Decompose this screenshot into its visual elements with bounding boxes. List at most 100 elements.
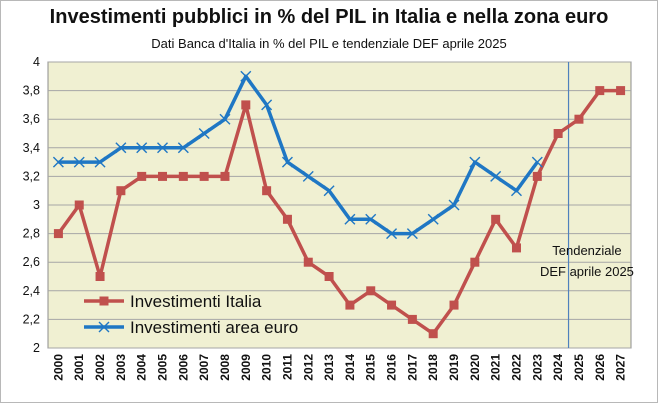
data-point bbox=[73, 156, 85, 168]
legend: Investimenti Italia Investimenti area eu… bbox=[84, 292, 298, 337]
data-point bbox=[158, 171, 168, 181]
x-tick-label: 2012 bbox=[301, 354, 315, 381]
x-tick-label: 2013 bbox=[322, 354, 336, 381]
x-tick-label: 2008 bbox=[218, 354, 232, 381]
x-tick-label: 2026 bbox=[593, 354, 607, 381]
legend-marker-area-euro bbox=[84, 321, 124, 333]
data-point bbox=[241, 100, 251, 110]
y-tick-label: 3,2 bbox=[23, 169, 40, 183]
annotation-line-1: Tendenziale bbox=[552, 243, 621, 258]
y-tick-label: 2,6 bbox=[23, 255, 40, 269]
data-point bbox=[616, 86, 626, 96]
y-tick-label: 2 bbox=[33, 341, 40, 355]
data-point bbox=[449, 300, 459, 310]
y-tick-label: 2,4 bbox=[23, 284, 40, 298]
x-tick-label: 2022 bbox=[509, 354, 523, 381]
data-point bbox=[387, 300, 397, 310]
legend-label-area-euro: Investimenti area euro bbox=[130, 318, 298, 337]
legend-label-italia: Investimenti Italia bbox=[130, 292, 262, 311]
data-point bbox=[344, 213, 356, 225]
x-tick-label: 2025 bbox=[572, 354, 586, 381]
data-point bbox=[531, 156, 543, 168]
x-tick-label: 2000 bbox=[51, 354, 65, 381]
data-point bbox=[469, 156, 481, 168]
data-point bbox=[219, 113, 231, 125]
data-point bbox=[157, 142, 169, 154]
data-point bbox=[94, 156, 106, 168]
data-point bbox=[198, 128, 210, 139]
legend-marker bbox=[99, 296, 109, 306]
data-point bbox=[574, 114, 584, 124]
x-tick-label: 2021 bbox=[489, 354, 503, 381]
data-point bbox=[240, 70, 252, 82]
chart-subtitle: Dati Banca d'Italia in % del PIL e tende… bbox=[151, 36, 507, 51]
series-italia bbox=[53, 86, 626, 339]
x-tick-label: 2015 bbox=[364, 354, 378, 381]
data-point bbox=[510, 185, 522, 197]
x-tick-label: 2024 bbox=[551, 354, 565, 381]
x-tick-label: 2006 bbox=[176, 354, 190, 381]
y-tick-label: 2,2 bbox=[23, 312, 40, 326]
data-point bbox=[95, 272, 105, 281]
annotation-line-2: DEF aprile 2025 bbox=[540, 264, 634, 279]
x-tick-label: 2018 bbox=[426, 354, 440, 381]
chart-title: Investimenti pubblici in % del PIL in It… bbox=[49, 6, 609, 28]
x-tick-label: 2016 bbox=[385, 354, 399, 381]
y-tick-label: 3,6 bbox=[23, 112, 40, 126]
data-point bbox=[302, 170, 314, 182]
series-group bbox=[52, 70, 626, 339]
y-axis: 2 2,2 2,4 2,6 2,8 3 3,2 3,4 3,6 3,8 4 bbox=[23, 55, 40, 355]
x-tick-label: 2002 bbox=[93, 354, 107, 381]
data-point bbox=[199, 171, 209, 181]
x-tick-label: 2011 bbox=[280, 354, 294, 380]
x-tick-label: 2023 bbox=[530, 354, 544, 381]
x-tick-label: 2014 bbox=[343, 354, 357, 381]
data-point bbox=[53, 229, 63, 239]
data-point bbox=[74, 200, 84, 210]
data-point bbox=[532, 171, 542, 181]
x-tick-label: 2004 bbox=[135, 354, 149, 381]
data-point bbox=[281, 156, 293, 168]
data-point bbox=[428, 329, 438, 339]
y-tick-label: 4 bbox=[33, 55, 40, 69]
data-point bbox=[491, 214, 501, 224]
x-tick-label: 2019 bbox=[447, 354, 461, 381]
y-tick-label: 3 bbox=[33, 198, 40, 212]
legend-marker bbox=[98, 321, 110, 333]
series-area-euro bbox=[52, 70, 543, 240]
data-point bbox=[136, 142, 148, 154]
data-point bbox=[220, 171, 230, 181]
data-point bbox=[386, 228, 398, 240]
x-axis: 2000 2001 2002 2003 2004 2005 2006 2007 2008 2009… bbox=[51, 354, 627, 381]
data-point bbox=[262, 186, 272, 196]
data-point bbox=[553, 129, 563, 138]
x-tick-label: 2005 bbox=[156, 354, 170, 381]
data-point bbox=[490, 170, 502, 182]
data-point bbox=[511, 243, 521, 253]
data-point bbox=[448, 199, 460, 211]
data-point bbox=[427, 213, 439, 225]
data-point bbox=[323, 185, 335, 197]
data-point bbox=[303, 257, 313, 267]
y-tick-label: 2,8 bbox=[23, 227, 40, 241]
data-point bbox=[406, 228, 418, 240]
y-tick-label: 3,8 bbox=[23, 84, 40, 98]
legend-marker-italia bbox=[84, 296, 124, 306]
data-point bbox=[115, 142, 127, 154]
x-tick-label: 2010 bbox=[260, 354, 274, 381]
x-tick-label: 2003 bbox=[114, 354, 128, 381]
data-point bbox=[366, 286, 376, 296]
data-point bbox=[595, 86, 605, 96]
x-tick-label: 2001 bbox=[72, 354, 86, 381]
y-tick-label: 3,4 bbox=[23, 141, 40, 155]
data-point bbox=[116, 186, 126, 196]
data-point bbox=[178, 171, 188, 181]
x-tick-label: 2027 bbox=[614, 354, 628, 381]
forecast-annotation: Tendenziale DEF aprile 2025 bbox=[540, 243, 634, 279]
data-point bbox=[52, 156, 64, 168]
data-point bbox=[324, 272, 334, 281]
x-tick-label: 2007 bbox=[197, 354, 211, 381]
series-line bbox=[56, 88, 621, 336]
data-point bbox=[282, 214, 292, 224]
